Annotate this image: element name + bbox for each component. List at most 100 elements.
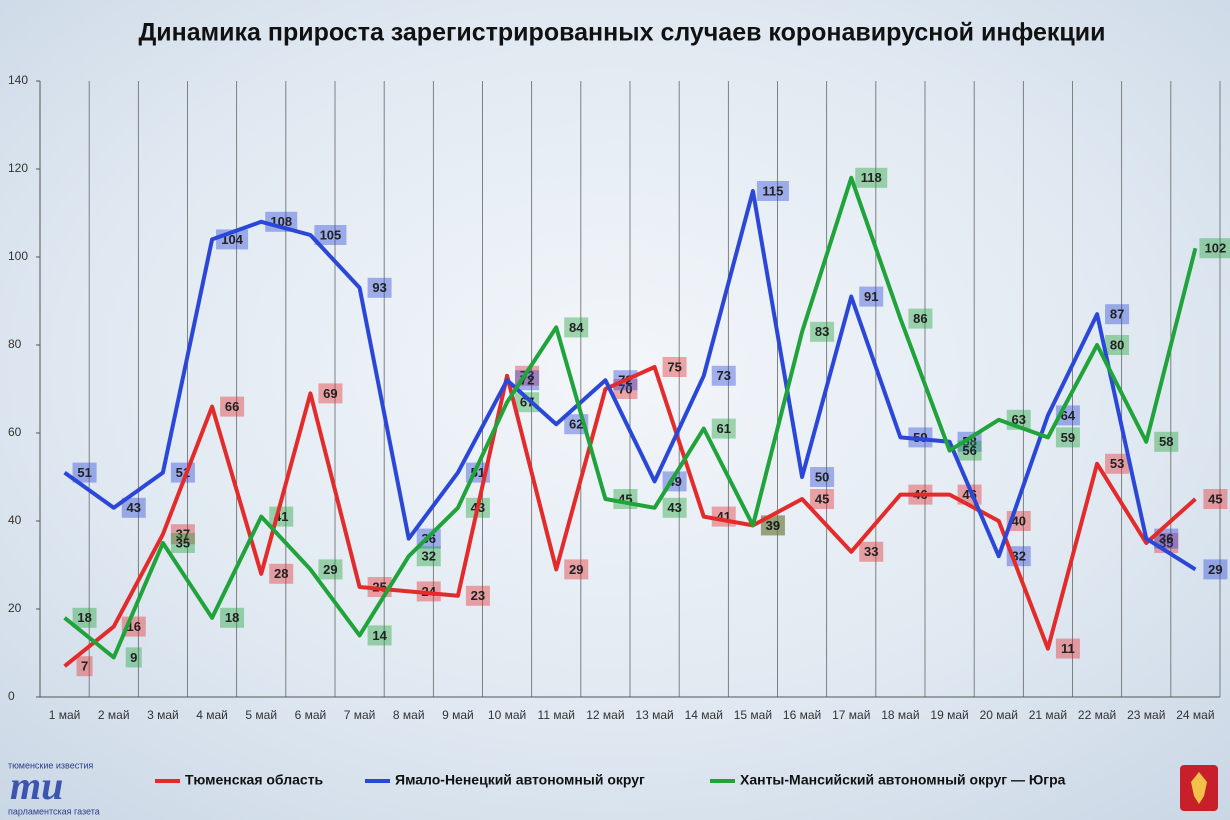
data-label: 43 <box>662 497 687 518</box>
x-tick-label: 3 май <box>147 708 179 722</box>
data-label: 32 <box>416 546 441 567</box>
data-label-box <box>760 515 785 536</box>
x-tick-label: 6 май <box>295 708 327 722</box>
data-label-box <box>318 383 343 404</box>
data-label: 80 <box>1105 335 1130 355</box>
data-label-text: 58 <box>1159 434 1173 449</box>
data-label: 18 <box>72 607 97 628</box>
data-label: 59 <box>1055 427 1080 448</box>
data-label-text: 80 <box>1110 337 1124 352</box>
data-label-text: 69 <box>323 386 337 401</box>
x-tick-label: 7 май <box>344 708 376 722</box>
x-tick-label: 11 май <box>538 708 575 722</box>
data-label: 50 <box>810 467 835 487</box>
data-label-box <box>1055 427 1080 448</box>
data-label-text: 35 <box>176 535 190 550</box>
data-label-box <box>564 559 589 580</box>
x-tick-label: 5 май <box>245 708 277 722</box>
x-tick-label: 9 май <box>442 708 474 722</box>
data-label: 75 <box>662 357 687 377</box>
x-tick-label: 16 май <box>783 708 821 722</box>
data-label: 43 <box>121 497 146 518</box>
data-label-box <box>564 317 589 338</box>
data-label-text: 67 <box>520 395 534 410</box>
legend-label: Ханты-Мансийский автономный округ — Югра <box>740 772 1066 788</box>
data-label-box <box>170 533 195 553</box>
data-label: 18 <box>220 607 245 628</box>
data-label-box <box>125 647 142 668</box>
data-label-text: 32 <box>422 549 436 564</box>
data-label-text: 64 <box>1061 408 1076 423</box>
data-label-box <box>711 418 736 439</box>
data-label-box <box>859 286 884 307</box>
data-label-text: 105 <box>320 227 342 242</box>
legend-label: Ямало-Ненецкий автономный округ <box>395 772 645 788</box>
data-label: 7 <box>76 656 93 677</box>
data-label: 66 <box>220 396 245 417</box>
data-label: 58 <box>1154 431 1179 452</box>
data-label-text: 84 <box>569 320 584 335</box>
data-label: 67 <box>515 392 540 413</box>
y-tick-label: 100 <box>8 249 28 263</box>
x-tick-label: 15 май <box>734 708 772 722</box>
series-line <box>63 189 1197 572</box>
y-tick-label: 140 <box>8 73 28 87</box>
y-tick-label: 0 <box>8 689 15 703</box>
data-label-box <box>1199 238 1230 259</box>
data-label: 86 <box>908 308 933 329</box>
data-label-text: 66 <box>225 399 239 414</box>
data-label-text: 86 <box>913 311 927 326</box>
data-label-text: 115 <box>762 183 783 198</box>
data-label-box <box>121 497 146 518</box>
data-label-text: 102 <box>1205 241 1227 256</box>
x-tick-label: 23 май <box>1127 708 1165 722</box>
data-label-box <box>908 308 933 329</box>
emblem <box>1180 765 1218 811</box>
data-label-box <box>465 585 490 606</box>
data-label: 45 <box>1203 489 1228 509</box>
data-label: 91 <box>859 286 884 307</box>
logo-bottom: парламентская газета <box>8 806 100 816</box>
data-label-text: 59 <box>1061 430 1075 445</box>
x-tick-label: 10 май <box>488 708 526 722</box>
data-label: 28 <box>269 563 294 584</box>
logo-mark: тu <box>10 763 63 808</box>
data-label: 9 <box>125 647 142 668</box>
logo-top: тюменские известия <box>8 760 93 770</box>
data-label: 33 <box>859 541 884 562</box>
data-label-text: 63 <box>1012 412 1026 427</box>
data-label-box <box>1203 489 1228 509</box>
data-label-box <box>1105 335 1130 355</box>
data-label-box <box>220 607 245 628</box>
data-label: 102 <box>1199 238 1230 259</box>
series-line <box>63 365 1197 668</box>
data-label-text: 29 <box>569 562 583 577</box>
data-label-text: 28 <box>274 566 288 581</box>
data-label-box <box>1154 431 1179 452</box>
data-label-text: 40 <box>1012 513 1026 528</box>
data-label-text: 18 <box>77 610 91 625</box>
x-tick-label: 18 май <box>881 708 919 722</box>
x-tick-label: 21 май <box>1029 708 1067 722</box>
data-label-text: 29 <box>1208 562 1222 577</box>
data-label-box <box>1055 638 1080 659</box>
data-label-box <box>859 541 884 562</box>
data-label-box <box>220 396 245 417</box>
data-label-text: 93 <box>372 280 386 295</box>
data-label-box <box>515 392 540 413</box>
data-label-box <box>760 515 785 536</box>
data-label: 118 <box>855 167 888 188</box>
data-label-text: 23 <box>471 588 485 603</box>
data-label-text: 91 <box>864 289 878 304</box>
data-label-text: 61 <box>717 421 731 436</box>
data-label-text: 11 <box>1061 641 1075 656</box>
data-label-text: 9 <box>130 650 137 665</box>
data-label: 115 <box>756 181 789 201</box>
x-tick-label: 22 май <box>1078 708 1116 722</box>
data-label-box <box>1105 304 1130 325</box>
data-label-text: 62 <box>569 417 583 432</box>
data-label-text: 75 <box>667 359 681 374</box>
